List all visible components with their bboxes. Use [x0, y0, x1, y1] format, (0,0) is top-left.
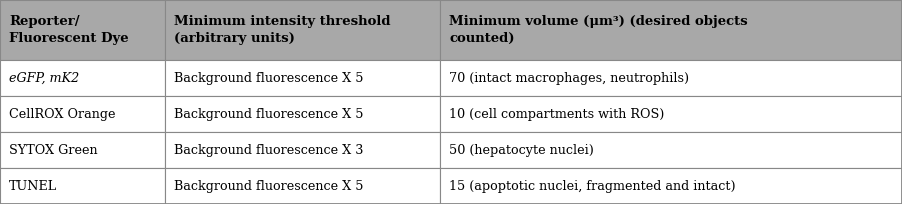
- Text: Minimum intensity threshold
(arbitrary units): Minimum intensity threshold (arbitrary u…: [174, 15, 391, 45]
- Text: Reporter/
Fluorescent Dye: Reporter/ Fluorescent Dye: [9, 15, 129, 45]
- Bar: [440, 0, 902, 60]
- Bar: [165, 132, 440, 168]
- Text: Background fluorescence X 5: Background fluorescence X 5: [174, 72, 364, 85]
- Bar: [0, 96, 165, 132]
- Bar: [440, 96, 902, 132]
- Bar: [0, 0, 165, 60]
- Bar: [0, 60, 165, 96]
- Bar: [165, 168, 440, 204]
- Text: TUNEL: TUNEL: [9, 180, 57, 193]
- Bar: [0, 132, 165, 168]
- Text: 10 (cell compartments with ROS): 10 (cell compartments with ROS): [449, 108, 665, 121]
- Bar: [165, 60, 440, 96]
- Text: 50 (hepatocyte nuclei): 50 (hepatocyte nuclei): [449, 144, 594, 156]
- Text: Background fluorescence X 3: Background fluorescence X 3: [174, 144, 364, 156]
- Bar: [440, 168, 902, 204]
- Text: eGFP, mK2: eGFP, mK2: [9, 72, 79, 85]
- Text: 15 (apoptotic nuclei, fragmented and intact): 15 (apoptotic nuclei, fragmented and int…: [449, 180, 736, 193]
- Text: Minimum volume (μm³) (desired objects
counted): Minimum volume (μm³) (desired objects co…: [449, 15, 748, 45]
- Text: SYTOX Green: SYTOX Green: [9, 144, 97, 156]
- Bar: [165, 96, 440, 132]
- Text: 70 (intact macrophages, neutrophils): 70 (intact macrophages, neutrophils): [449, 72, 689, 85]
- Bar: [440, 60, 902, 96]
- Text: Background fluorescence X 5: Background fluorescence X 5: [174, 180, 364, 193]
- Text: CellROX Orange: CellROX Orange: [9, 108, 115, 121]
- Text: Background fluorescence X 5: Background fluorescence X 5: [174, 108, 364, 121]
- Bar: [165, 0, 440, 60]
- Bar: [440, 132, 902, 168]
- Bar: [0, 168, 165, 204]
